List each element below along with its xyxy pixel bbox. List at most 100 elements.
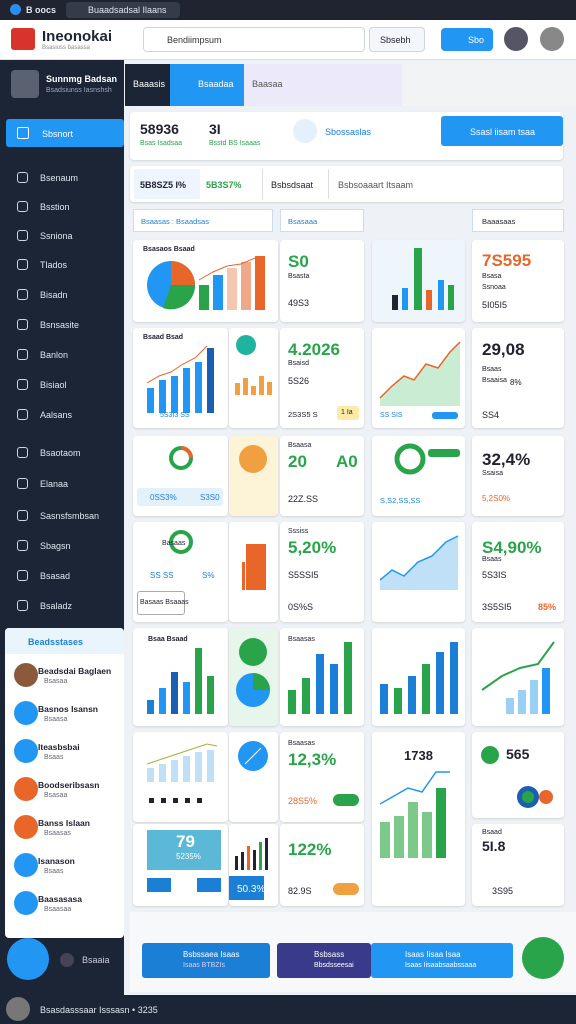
label: Bsaad (482, 829, 502, 836)
menu-item[interactable]: Sbagsn (40, 541, 71, 551)
label: 5S3IS (482, 570, 507, 580)
label: 22Z.SS (288, 494, 319, 504)
label: 2S3S5 S (288, 410, 318, 419)
avatar (14, 777, 38, 801)
shape (265, 838, 268, 870)
menu-icon (17, 172, 28, 183)
label: Bsstd BS Isaaas (209, 140, 261, 147)
shape (481, 746, 553, 808)
panel-box (17, 127, 29, 139)
menu-item[interactable]: Bisiaol (40, 380, 67, 390)
panel-box (10, 4, 21, 15)
label: 85% (538, 602, 557, 612)
label: Buaadsadsal Ilaans (88, 5, 167, 15)
menu-item[interactable]: Aalsans (40, 410, 73, 420)
label[interactable]: Basaas Bsaaas (140, 599, 189, 606)
label: Bsasa (482, 273, 502, 280)
shape (380, 822, 390, 858)
contact-sub: Bsaas (44, 868, 64, 875)
label: 1 Ia (341, 409, 353, 416)
menu-item[interactable]: Bsaotaom (40, 448, 81, 458)
label: 79 (176, 832, 195, 851)
label: 3I (209, 121, 221, 137)
shape (242, 562, 245, 590)
shape (414, 248, 422, 310)
label[interactable]: Baasaa (252, 79, 283, 89)
label: 3S95 (492, 886, 514, 896)
menu-icon (17, 230, 28, 241)
shape (243, 378, 248, 395)
label: Bsaasa (288, 442, 312, 449)
shape (379, 771, 450, 805)
shape (392, 248, 454, 310)
menu-item[interactable]: Bsstion (40, 202, 70, 212)
label: 5S3I3 SS (160, 412, 190, 419)
label[interactable]: Bsbsass (314, 950, 345, 959)
label[interactable]: Sbsnort (42, 129, 74, 139)
label[interactable]: Bsaasas : Bsaadsas (141, 217, 209, 226)
menu-item[interactable]: Bsenaum (40, 173, 79, 183)
label[interactable]: Baaasaas (482, 217, 516, 226)
menu-item[interactable]: Tlados (40, 260, 68, 270)
label[interactable]: Baaasis (133, 79, 166, 89)
label[interactable]: Bsaadaa (198, 79, 234, 89)
shape (146, 743, 218, 765)
panel-box (6, 119, 124, 147)
menu-item[interactable]: Bsaladz (40, 601, 73, 611)
shape (180, 446, 193, 459)
label[interactable]: Isaas Iisaa Isaa (405, 950, 461, 959)
label[interactable]: Bsasaaa (288, 217, 318, 226)
shape (288, 642, 352, 714)
card (472, 732, 564, 818)
label[interactable]: Sbsebh (380, 35, 411, 45)
menu-item[interactable]: Bsnsasite (40, 320, 80, 330)
contact-sub: Bsasaa (44, 792, 68, 799)
menu-item[interactable]: Elanaa (40, 479, 69, 489)
shape (149, 798, 202, 803)
card (280, 628, 364, 726)
panel-box (540, 27, 564, 51)
menu-item[interactable]: Sasnsfsmbsan (40, 511, 100, 521)
card (229, 628, 278, 726)
panel-box (134, 169, 200, 199)
contact-sub: Bsasaa (44, 678, 68, 685)
label: SS SIS (380, 412, 403, 419)
label[interactable]: Sbo (468, 35, 485, 45)
card (472, 436, 564, 516)
shape (195, 362, 202, 413)
shape (239, 638, 267, 666)
contact-name[interactable]: Isanason (38, 856, 75, 866)
contact-name[interactable]: Beadsdai Baglaen (38, 666, 112, 676)
panel-box (5, 628, 124, 654)
shape (380, 536, 458, 590)
shape (247, 846, 250, 870)
card (133, 628, 228, 726)
contact-name[interactable]: Banss Islaan (38, 818, 90, 828)
panel-box (293, 119, 317, 143)
contact-name[interactable]: Boodseribsasn (38, 780, 100, 790)
contact-name[interactable]: Iteasbsbai (38, 742, 80, 752)
panel-box (137, 488, 223, 506)
menu-item[interactable]: Banlon (40, 350, 69, 360)
label[interactable]: Bsbssaea Isaas (183, 950, 240, 959)
shape (481, 641, 555, 691)
menu-item[interactable]: Bsasad (40, 571, 71, 581)
menu-item[interactable]: Bisadn (40, 290, 68, 300)
shape (147, 388, 154, 413)
menu-icon (17, 570, 28, 581)
panel-box (328, 169, 329, 199)
contact-name[interactable]: Basnos Isansn (38, 704, 98, 714)
label: Bsaas (482, 366, 502, 373)
shape (259, 376, 264, 395)
contact-name[interactable]: Baasasasa (38, 894, 82, 904)
label: 50.3% (237, 884, 266, 895)
menu-item[interactable]: Ssniona (40, 231, 73, 241)
card (229, 732, 278, 822)
shape (147, 830, 221, 892)
shape (253, 850, 256, 870)
label: Bsas Isadsaa (140, 140, 183, 147)
shape (394, 688, 402, 714)
avatar (14, 853, 38, 877)
panel-box (369, 27, 425, 52)
label[interactable]: Ssasl iisam tsaa (470, 127, 536, 137)
